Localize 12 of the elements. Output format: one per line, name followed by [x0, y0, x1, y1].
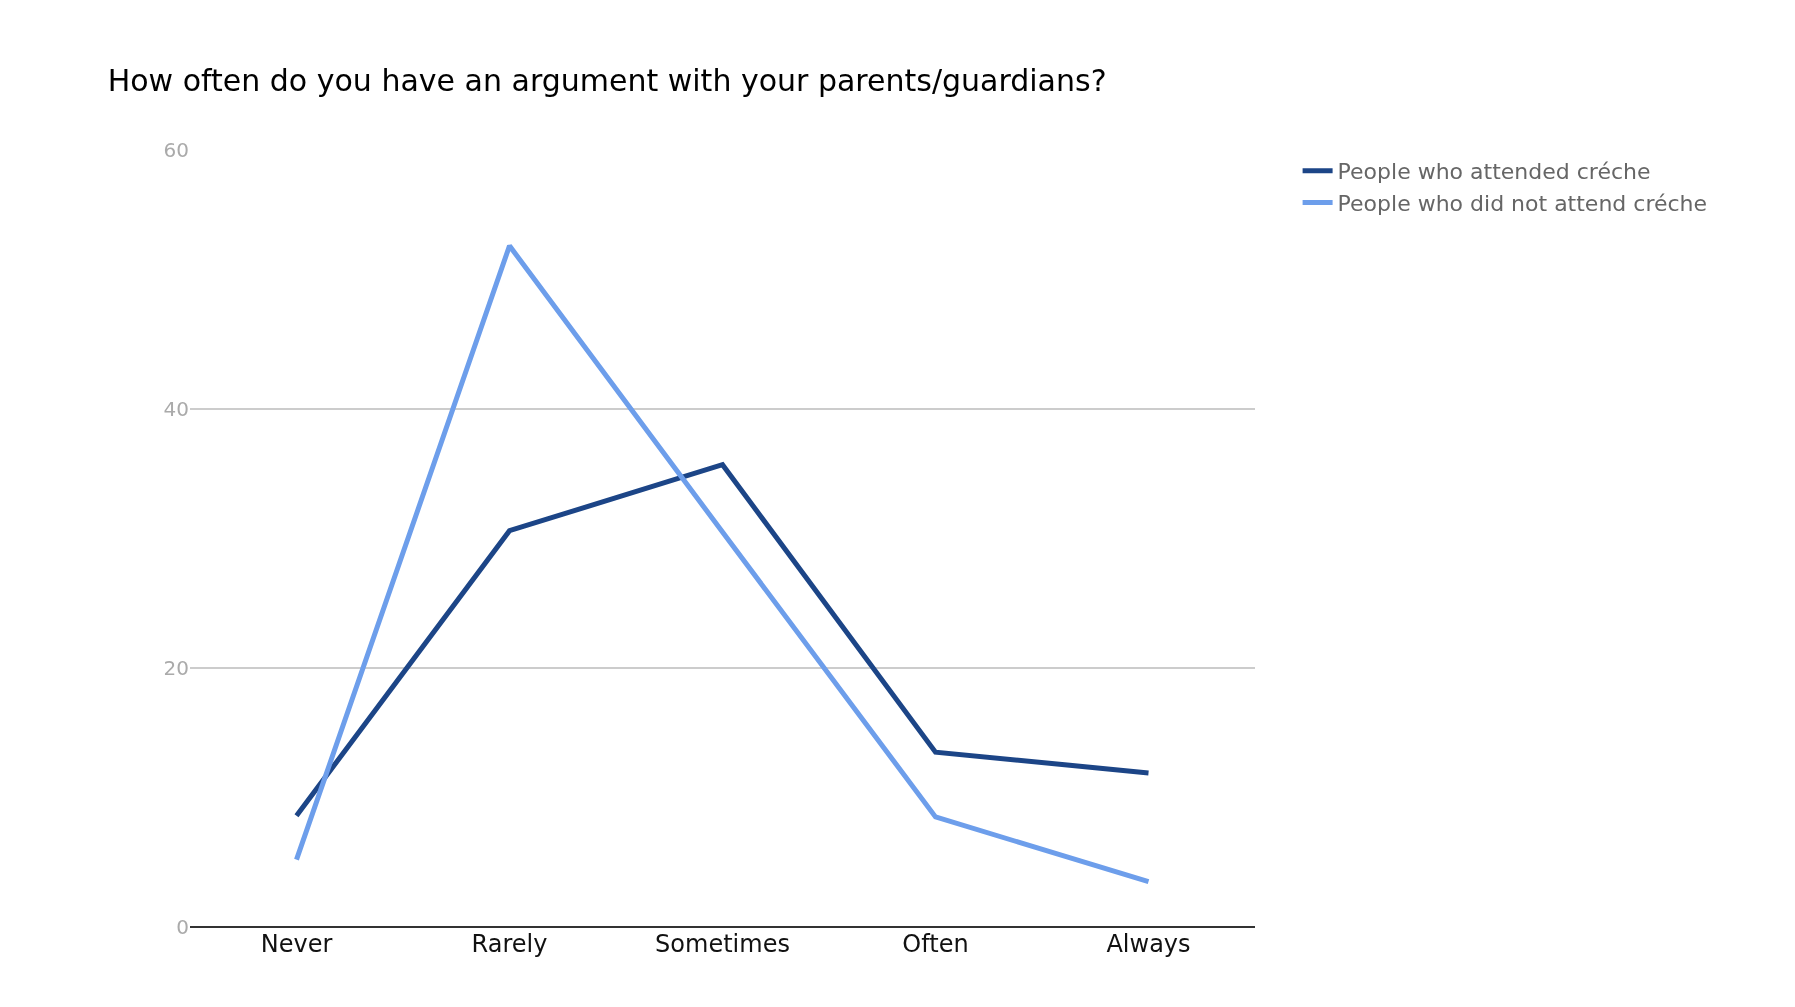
chart-title: How often do you have an argument with your parents/guardians? — [107, 63, 1107, 99]
y-tick-label: 40 — [163, 397, 189, 421]
x-tick-label: Always — [1106, 930, 1191, 958]
legend-label: People who did not attend créche — [1337, 190, 1708, 216]
y-tick-label: 20 — [163, 656, 189, 680]
x-tick-label: Rarely — [471, 930, 548, 958]
y-tick-label: 0 — [176, 915, 189, 939]
x-tick-label: Often — [902, 930, 969, 958]
legend-label: People who attended créche — [1337, 159, 1651, 185]
y-tick-label: 60 — [163, 138, 189, 162]
x-tick-label: Never — [260, 930, 333, 958]
x-tick-label: Sometimes — [655, 930, 790, 958]
